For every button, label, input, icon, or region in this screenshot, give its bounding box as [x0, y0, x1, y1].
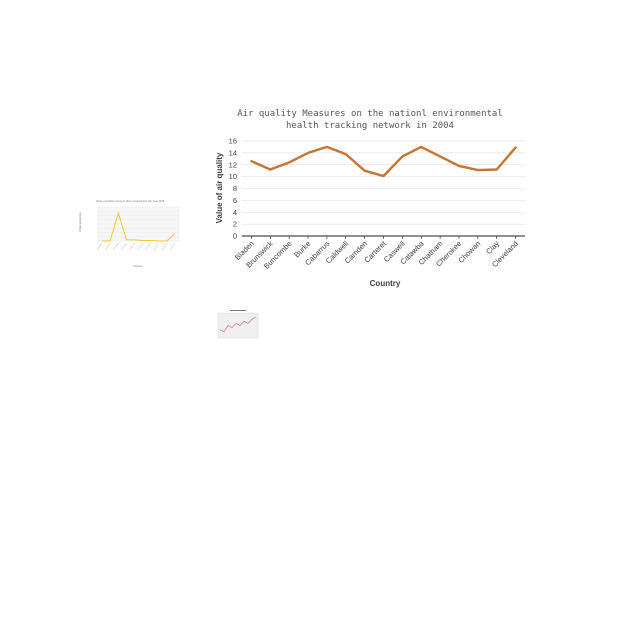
- small-tick-label: [96, 242, 103, 251]
- data-point: [439, 155, 441, 158]
- small-tick-label: [153, 242, 159, 251]
- data-point: [458, 165, 460, 167]
- data-point: [288, 161, 290, 164]
- y-tick-label: 16: [229, 137, 237, 146]
- small-tick-label: [169, 242, 176, 251]
- chart-title-line-1: Air quality Measures on the nationl envi…: [237, 109, 503, 119]
- small-tick-label: [129, 242, 135, 251]
- y-tick-label: 4: [233, 208, 237, 217]
- data-point: [420, 146, 423, 148]
- y-tick-label: 8: [233, 184, 237, 193]
- y-tick-label: 10: [229, 172, 237, 181]
- data-point: [382, 175, 385, 177]
- data-point: [269, 168, 272, 171]
- thumbnail-chart-svg: [217, 310, 259, 339]
- y-tick-label: 6: [233, 196, 237, 205]
- y-tick-label: 0: [233, 232, 237, 241]
- data-point: [477, 169, 479, 171]
- data-point: [495, 168, 498, 171]
- thumbnail-chart: [212, 308, 262, 346]
- small-tick-label: [145, 242, 151, 251]
- thumb-plot-area: [217, 312, 259, 339]
- small-chart-x-label: Country: [133, 264, 143, 268]
- small-series-line: [102, 211, 176, 242]
- urban-population-chart-svg: Urban population living in slums project…: [78, 199, 180, 268]
- air-quality-line: [250, 145, 517, 178]
- urban-population-chart: Urban population living in slums project…: [78, 195, 183, 275]
- data-point: [250, 160, 253, 162]
- small-tick-label: [104, 242, 111, 251]
- data-point: [344, 153, 347, 155]
- thumb-series-line: [219, 316, 257, 333]
- series-line: [250, 145, 517, 178]
- small-tick-label: [137, 242, 143, 251]
- y-tick-labels: 0 2 4 6 8 10 12 14 16: [229, 137, 237, 241]
- thumbnail-plot: [217, 310, 259, 339]
- x-axis-label: Country: [370, 279, 401, 288]
- small-tick-label: [121, 242, 127, 251]
- data-point: [514, 146, 517, 149]
- grid-lines: [242, 140, 525, 237]
- small-tick-label: [161, 242, 168, 251]
- small-tick-label: [113, 242, 119, 251]
- data-point: [363, 169, 366, 172]
- y-tick-label: 2: [233, 220, 237, 229]
- small-chart-title: Urban population living in slums project…: [96, 199, 165, 203]
- main-line-chart: Air quality Measures on the nationl envi…: [205, 97, 535, 297]
- main-chart-svg: Air quality Measures on the nationl envi…: [215, 109, 525, 288]
- y-tick-label: 12: [229, 160, 237, 169]
- data-point: [307, 152, 309, 154]
- data-point: [326, 146, 328, 148]
- chart-title-line-2: health tracking network in 2004: [286, 121, 454, 131]
- data-point: [401, 155, 404, 158]
- small-chart-plot: [96, 206, 180, 251]
- x-tick-labels: BladenBrunswickBuncombeBurkeCabarrusCald…: [233, 236, 520, 271]
- y-tick-label: 14: [229, 148, 237, 157]
- small-chart-y-label: Urban population: [78, 212, 82, 232]
- y-axis-label: Value of air quality: [215, 152, 224, 223]
